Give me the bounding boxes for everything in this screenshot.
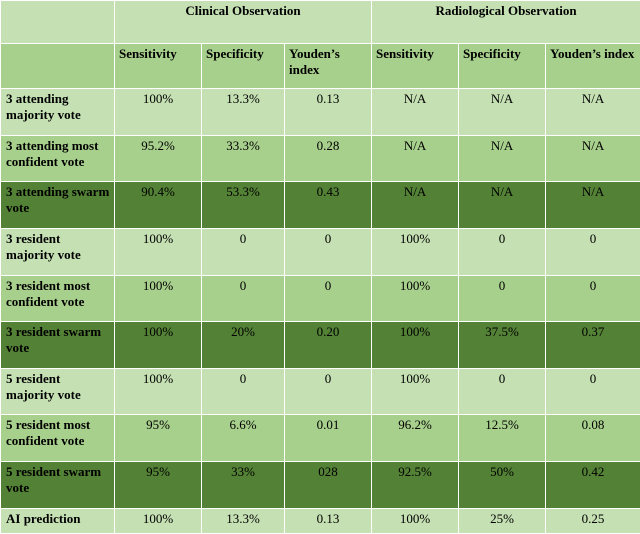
table-cell: 33% [201, 461, 285, 509]
table-cell: N/A [458, 134, 547, 183]
row-label: AI prediction [0, 507, 115, 534]
table-cell: 0.28 [283, 134, 373, 183]
table-cell: 100% [371, 274, 460, 323]
header-radiological-specificity: Specificity [458, 43, 547, 89]
table-row: 3 attending majority vote 100% 13.3% 0.1… [0, 88, 640, 136]
table-cell: 0 [283, 367, 373, 416]
table-cell: 20% [201, 321, 285, 369]
table-cell: 95% [114, 461, 202, 509]
row-label: 3 attending swarm vote [0, 181, 115, 229]
table-cell: 0.08 [545, 414, 640, 462]
table-cell: 0 [201, 367, 285, 416]
table-cell: 100% [371, 367, 460, 416]
group-header-row: Clinical Observation Radiological Observ… [0, 0, 640, 44]
table-cell: 0 [283, 227, 373, 276]
header-clinical-sensitivity: Sensitivity [114, 43, 202, 89]
row-label: 3 resident swarm vote [0, 321, 115, 369]
table-cell: 028 [283, 461, 373, 509]
table-row: 5 resident most confident vote 95% 6.6% … [0, 414, 640, 462]
table-cell: 0 [458, 367, 547, 416]
table-cell: 90.4% [114, 181, 202, 229]
table-cell: 96.2% [371, 414, 460, 462]
table-cell: 100% [371, 321, 460, 369]
row-label: 3 resident most confident vote [0, 274, 115, 323]
row-label: 3 attending most confident vote [0, 134, 115, 183]
table-cell: 53.3% [201, 181, 285, 229]
table-cell: 100% [371, 507, 460, 534]
row-label: 3 resident majority vote [0, 227, 115, 276]
table-cell: 0 [283, 274, 373, 323]
table-cell: 0.42 [545, 461, 640, 509]
table-cell: 37.5% [458, 321, 547, 369]
table-row: 3 resident swarm vote 100% 20% 0.20 100%… [0, 321, 640, 369]
header-radiological-sensitivity: Sensitivity [371, 43, 460, 89]
table-cell: 0 [458, 227, 547, 276]
metric-header-row: Sensitivity Specificity Youden’s index S… [0, 43, 640, 89]
table-cell: N/A [545, 134, 640, 183]
table-cell: 0.13 [283, 507, 373, 534]
table-cell: 100% [114, 274, 202, 323]
group-header-radiological: Radiological Observation [371, 0, 640, 44]
row-label: 5 resident most confident vote [0, 414, 115, 462]
table-cell: 50% [458, 461, 547, 509]
table-row: 3 attending swarm vote 90.4% 53.3% 0.43 … [0, 181, 640, 229]
header-clinical-specificity: Specificity [201, 43, 285, 89]
table-row: 5 resident majority vote 100% 0 0 100% 0… [0, 367, 640, 416]
table-cell: N/A [458, 88, 547, 136]
table-cell: N/A [545, 181, 640, 229]
table-cell: 95.2% [114, 134, 202, 183]
table-cell: 6.6% [201, 414, 285, 462]
table-cell: 95% [114, 414, 202, 462]
table-cell: 0.37 [545, 321, 640, 369]
corner-cell-sub [0, 43, 115, 89]
row-label: 3 attending majority vote [0, 88, 115, 136]
header-radiological-youden: Youden’s index [545, 43, 640, 89]
table-row: 3 attending most confident vote 95.2% 33… [0, 134, 640, 183]
table-row: 5 resident swarm vote 95% 33% 028 92.5% … [0, 461, 640, 509]
table-cell: 0.13 [283, 88, 373, 136]
header-clinical-youden: Youden’s index [283, 43, 373, 89]
table-cell: N/A [371, 181, 460, 229]
table-cell: 100% [114, 507, 202, 534]
table-cell: N/A [545, 88, 640, 136]
table-cell: 0 [545, 274, 640, 323]
row-label: 5 resident swarm vote [0, 461, 115, 509]
table-cell: 92.5% [371, 461, 460, 509]
table-cell: 0 [545, 227, 640, 276]
table-cell: 33.3% [201, 134, 285, 183]
table-cell: 0 [545, 367, 640, 416]
table-cell: 0 [201, 274, 285, 323]
table-cell: 100% [114, 367, 202, 416]
table-cell: 0 [201, 227, 285, 276]
table-cell: 0 [458, 274, 547, 323]
group-header-clinical: Clinical Observation [113, 0, 373, 44]
table-cell: 0.20 [283, 321, 373, 369]
table-cell: 13.3% [201, 507, 285, 534]
table-cell: 100% [371, 227, 460, 276]
row-label: 5 resident majority vote [0, 367, 115, 416]
table-cell: 13.3% [201, 88, 285, 136]
table-cell: 0.01 [283, 414, 373, 462]
table-cell: N/A [371, 134, 460, 183]
table-cell: 12.5% [458, 414, 547, 462]
table-row: AI prediction 100% 13.3% 0.13 100% 25% 0… [0, 507, 640, 534]
table-row: 3 resident most confident vote 100% 0 0 … [0, 274, 640, 323]
table-row: 3 resident majority vote 100% 0 0 100% 0… [0, 227, 640, 276]
corner-cell [0, 0, 115, 44]
table-cell: 25% [458, 507, 547, 534]
table-cell: N/A [458, 181, 547, 229]
table-cell: 0.25 [545, 507, 640, 534]
table-cell: 100% [114, 321, 202, 369]
table-cell: 100% [114, 227, 202, 276]
table-cell: N/A [371, 88, 460, 136]
table-cell: 0.43 [283, 181, 373, 229]
table-cell: 100% [114, 88, 202, 136]
